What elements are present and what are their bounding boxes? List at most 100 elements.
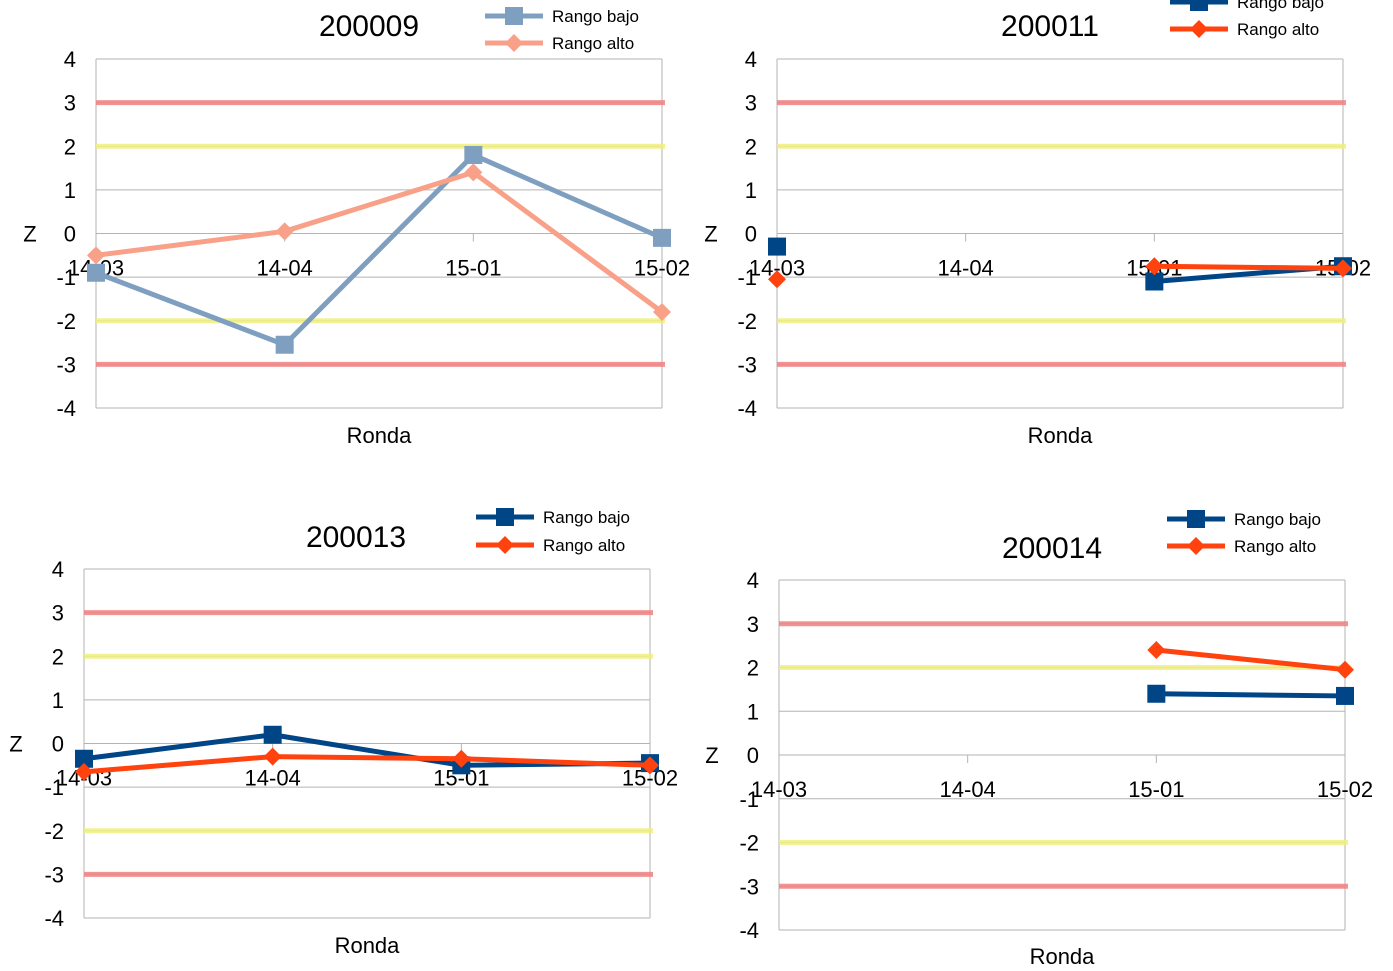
chart-title: 200009 (319, 10, 419, 43)
y-tick-label: -1 (737, 265, 757, 290)
legend-swatch-marker (1187, 537, 1205, 555)
data-point (452, 749, 471, 768)
x-tick-label: 14-04 (245, 766, 301, 791)
data-point (275, 335, 294, 354)
legend-swatch-marker (505, 34, 523, 52)
data-point (1336, 660, 1354, 679)
data-point (641, 756, 659, 775)
legend-label: Rango alto (1234, 537, 1316, 556)
x-axis-label: Ronda (1030, 944, 1096, 969)
data-point (87, 263, 105, 282)
y-tick-label: -2 (739, 831, 759, 856)
y-tick-label: -3 (739, 874, 759, 899)
y-tick-label: -4 (739, 918, 759, 943)
legend-label: Rango bajo (543, 508, 630, 527)
y-tick-label: -2 (56, 309, 76, 334)
x-tick-label: 14-03 (751, 777, 807, 802)
data-point (653, 303, 671, 322)
legend-label: Rango bajo (1237, 0, 1324, 12)
data-point (75, 749, 93, 768)
legend-label: Rango bajo (552, 7, 639, 26)
y-tick-label: 3 (64, 91, 76, 116)
data-point (1147, 641, 1166, 659)
series-line (1154, 263, 1344, 271)
y-tick-label: 4 (745, 47, 757, 72)
chart-200009: -4-3-2-10123414-0314-0415-0115-02200009R… (23, 7, 690, 448)
y-tick-label: 4 (64, 47, 76, 72)
x-tick-label: 15-01 (445, 256, 501, 281)
data-point (263, 725, 282, 744)
series-line (83, 754, 651, 775)
y-tick-label: 4 (52, 557, 64, 582)
y-tick-label: 1 (747, 699, 759, 724)
x-axis-label: Ronda (1028, 423, 1094, 448)
legend-swatch-marker (1190, 20, 1208, 38)
y-tick-label: -2 (737, 309, 757, 334)
y-tick-label: -1 (739, 787, 759, 812)
legend-swatch-marker (505, 7, 523, 25)
x-tick-label: 15-02 (634, 256, 690, 281)
x-axis-label: Ronda (335, 933, 401, 958)
chart-200011: -4-3-2-10123414-0314-0415-0115-02200011R… (704, 0, 1371, 448)
y-tick-label: 2 (745, 134, 757, 159)
legend-swatch-marker (1187, 510, 1205, 528)
y-tick-label: -1 (44, 775, 64, 800)
data-point (263, 747, 282, 766)
data-point (1334, 259, 1352, 278)
data-point (75, 762, 93, 781)
series-line (1156, 647, 1346, 673)
legend-label: Rango alto (543, 536, 625, 555)
x-tick-label: 14-04 (257, 256, 313, 281)
y-tick-label: 1 (52, 688, 64, 713)
y-tick-label: 0 (64, 222, 76, 247)
y-tick-label: -1 (56, 265, 76, 290)
y-tick-label: 2 (52, 644, 64, 669)
y-axis-label: Z (705, 743, 718, 768)
x-tick-label: 15-01 (1128, 777, 1184, 802)
y-tick-label: 0 (52, 732, 64, 757)
data-point (768, 270, 786, 289)
y-tick-label: 2 (64, 134, 76, 159)
data-point (768, 237, 786, 256)
y-tick-label: 3 (52, 601, 64, 626)
legend-swatch-marker (496, 508, 514, 526)
series-line (95, 169, 664, 315)
legend-swatch-marker (496, 536, 514, 554)
y-tick-label: 2 (747, 656, 759, 681)
series-line (95, 152, 664, 348)
legend-label: Rango alto (1237, 20, 1319, 39)
x-tick-label: 15-02 (1317, 777, 1373, 802)
legend-label: Rango bajo (1234, 510, 1321, 529)
data-point (1145, 257, 1164, 276)
chart-title: 200011 (1001, 10, 1099, 43)
data-point (1147, 684, 1166, 703)
y-tick-label: 4 (747, 568, 759, 593)
legend-swatch-marker (1190, 0, 1208, 11)
y-axis-label: Z (9, 732, 22, 757)
y-tick-label: -3 (737, 352, 757, 377)
y-tick-label: -4 (44, 906, 64, 931)
data-point (464, 145, 483, 164)
y-tick-label: 0 (745, 222, 757, 247)
x-tick-label: 14-04 (938, 256, 994, 281)
y-tick-label: -3 (44, 862, 64, 887)
y-tick-label: 1 (64, 178, 76, 203)
y-tick-label: 0 (747, 743, 759, 768)
chart-title: 200013 (306, 521, 406, 554)
chart-200014: -4 -3 -2 -1 0 1 2 3 4 14-03 14-04 15-01 15-02 200014 R… (705, 510, 1373, 969)
chart-title: 200014 (1002, 532, 1102, 565)
data-point (87, 246, 105, 265)
y-axis-label: Z (23, 222, 36, 247)
data-point (275, 222, 294, 241)
data-point (653, 228, 671, 247)
data-point (1336, 686, 1354, 705)
chart-200013: -4-3-2-10123414-0314-0415-0115-02200013R… (9, 508, 678, 958)
y-tick-label: 1 (745, 178, 757, 203)
series-line (1156, 691, 1346, 699)
y-tick-label: 3 (745, 91, 757, 116)
x-tick-label: 14-04 (940, 777, 996, 802)
y-tick-label: 3 (747, 612, 759, 637)
y-axis-label: Z (704, 222, 717, 247)
legend-label: Rango alto (552, 34, 634, 53)
